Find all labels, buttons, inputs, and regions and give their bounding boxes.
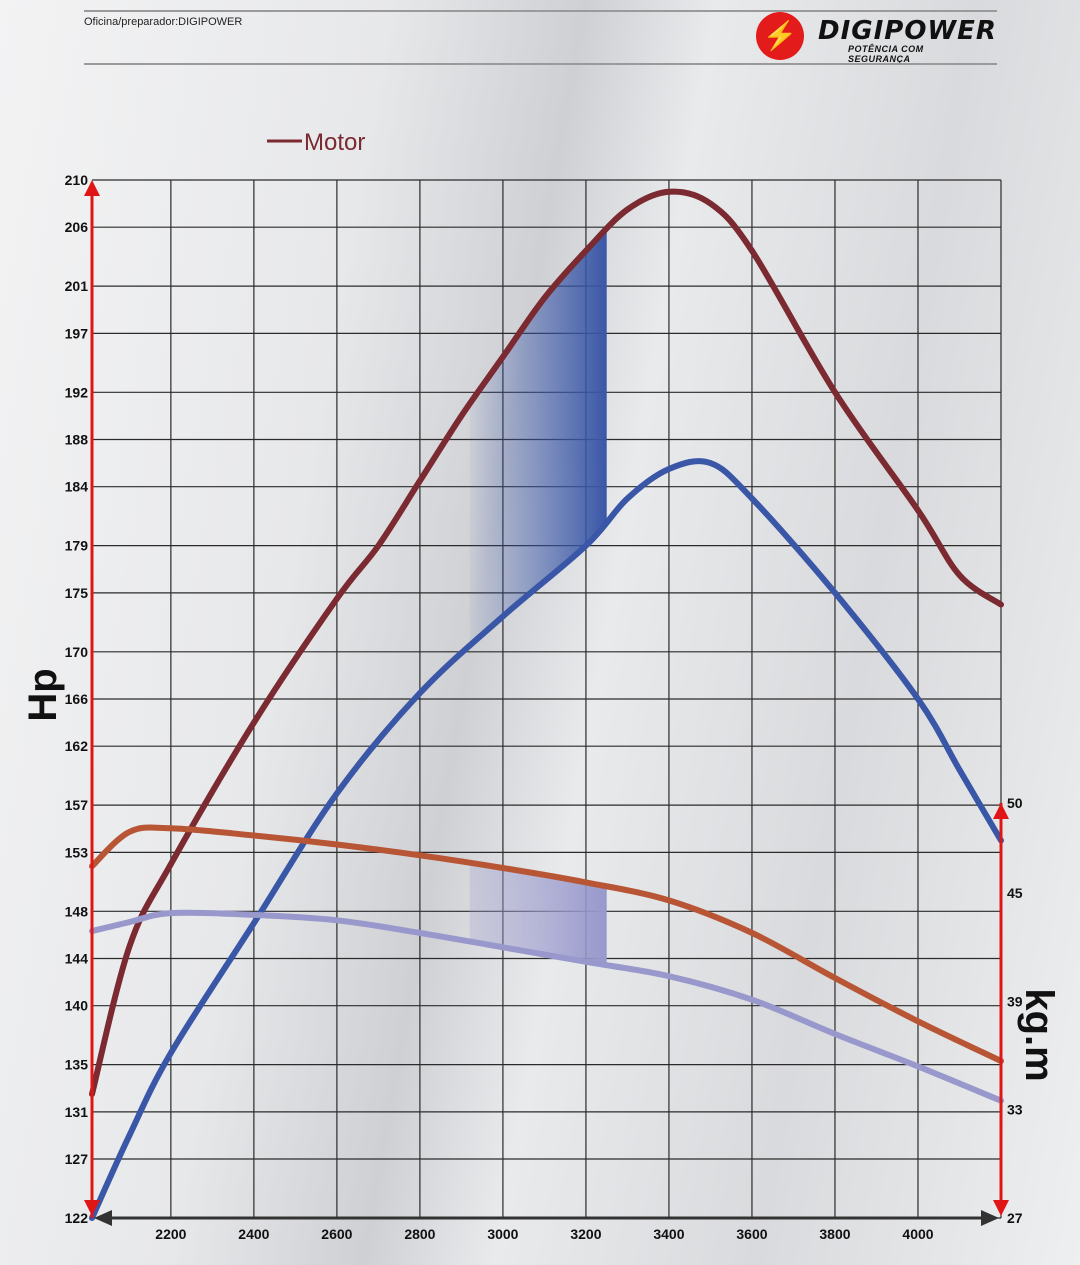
y-right-tick-label: 27 bbox=[1007, 1210, 1023, 1226]
y-left-tick-label: 148 bbox=[65, 903, 89, 919]
y-left-tick-label: 210 bbox=[65, 172, 89, 188]
y-left-tick-label: 135 bbox=[65, 1057, 89, 1073]
y-left-tick-label: 153 bbox=[65, 844, 89, 860]
y-left-tick-label: 166 bbox=[65, 691, 89, 707]
x-tick-label: 2200 bbox=[155, 1226, 186, 1242]
chart-series bbox=[89, 188, 1004, 1221]
x-tick-label: 3400 bbox=[653, 1226, 684, 1242]
y-left-axis-arrow-bottom bbox=[84, 1200, 100, 1216]
y-left-axis-arrow bbox=[84, 180, 100, 196]
series-line-power-0 bbox=[89, 188, 1004, 1098]
x-tick-label: 3200 bbox=[570, 1226, 601, 1242]
x-tick-label: 2600 bbox=[321, 1226, 352, 1242]
y-left-tick-label: 188 bbox=[65, 432, 89, 448]
legend-label-motor: Motor bbox=[304, 129, 365, 156]
y-left-tick-label: 197 bbox=[65, 325, 89, 341]
series-line-torque-3 bbox=[89, 909, 1004, 1104]
y-left-tick-label: 192 bbox=[65, 384, 89, 400]
y-left-tick-label: 144 bbox=[65, 951, 89, 967]
workshop-label: Oficina/preparador:DIGIPOWER bbox=[84, 16, 243, 28]
x-tick-label: 2400 bbox=[238, 1226, 269, 1242]
lightning-bolt-icon: ⚡ bbox=[756, 12, 804, 60]
y-right-tick-label: 33 bbox=[1007, 1102, 1023, 1118]
power-gain-area bbox=[469, 230, 607, 648]
y-left-tick-label: 157 bbox=[65, 797, 89, 813]
gain-highlight bbox=[469, 230, 607, 966]
chart-labels: 122 127 131 135 140 144 148 153 157 162 166 170 175 1… bbox=[65, 172, 1023, 1242]
torque-gain-area bbox=[469, 862, 607, 966]
legend: Motor bbox=[267, 129, 365, 156]
logo-wordmark: DIGIPOWER bbox=[818, 16, 997, 46]
series-line-power-1 bbox=[89, 458, 1004, 1221]
series-line-torque-2 bbox=[89, 824, 1004, 1064]
y-left-tick-label: 175 bbox=[65, 585, 89, 601]
x-tick-label: 3000 bbox=[487, 1226, 518, 1242]
x-tick-label: 3600 bbox=[736, 1226, 767, 1242]
y-left-tick-label: 127 bbox=[65, 1151, 89, 1167]
y-left-tick-label: 179 bbox=[65, 538, 89, 554]
y-right-tick-label: 50 bbox=[1007, 795, 1023, 811]
y-right-axis-title: kg.m bbox=[1017, 988, 1061, 1081]
x-tick-label: 4000 bbox=[902, 1226, 933, 1242]
header-bottom-divider bbox=[84, 63, 997, 65]
y-left-tick-label: 122 bbox=[65, 1210, 89, 1226]
y-left-tick-label: 206 bbox=[65, 219, 89, 235]
x-axis-arrow-left bbox=[94, 1210, 112, 1226]
x-axis-arrow-right bbox=[981, 1210, 999, 1226]
chart-axes bbox=[84, 180, 1009, 1226]
y-left-axis-title: Hp bbox=[21, 668, 65, 721]
y-left-tick-label: 184 bbox=[65, 479, 89, 495]
header-top-divider bbox=[84, 10, 997, 12]
x-tick-label: 2800 bbox=[404, 1226, 435, 1242]
y-left-tick-label: 170 bbox=[65, 644, 89, 660]
y-right-tick-label: 45 bbox=[1007, 885, 1023, 901]
y-right-axis-arrow-bottom bbox=[993, 1200, 1009, 1216]
y-right-tick-label: 39 bbox=[1007, 993, 1023, 1009]
y-left-tick-label: 140 bbox=[65, 998, 89, 1014]
y-left-tick-label: 162 bbox=[65, 738, 89, 754]
y-left-tick-label: 201 bbox=[65, 278, 89, 294]
y-right-axis-arrow bbox=[993, 803, 1009, 819]
logo-tagline: POTÊNCIA COM SEGURANÇA bbox=[848, 44, 924, 64]
y-left-tick-label: 131 bbox=[65, 1104, 89, 1120]
x-tick-label: 3800 bbox=[819, 1226, 850, 1242]
digipower-logo: ⚡ DIGIPOWER POTÊNCIA COM SEGURANÇA bbox=[756, 12, 996, 64]
